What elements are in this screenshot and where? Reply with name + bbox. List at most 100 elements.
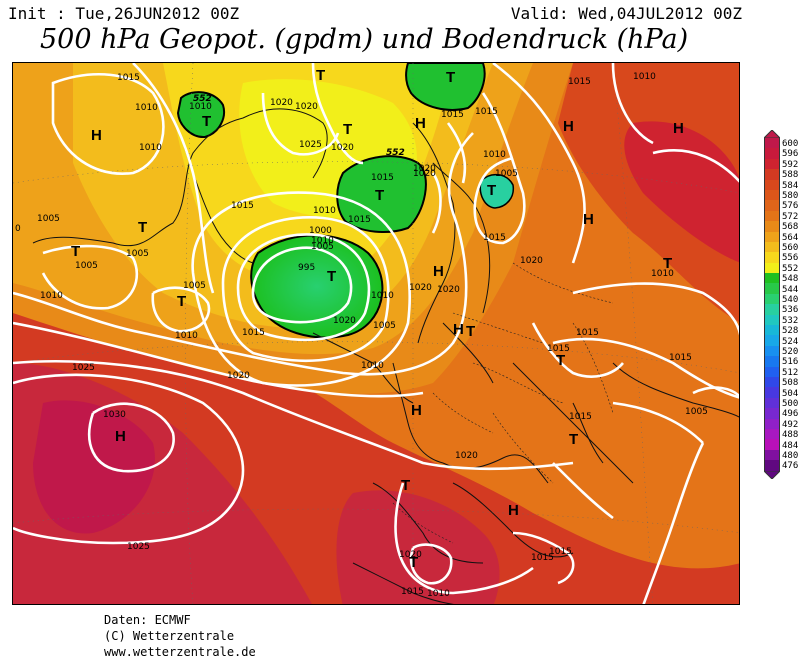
- pressure-center-label: H: [453, 321, 464, 338]
- low-green-scandinavia: [336, 155, 427, 233]
- isobar-label: 1015: [371, 173, 394, 183]
- legend-level-label: 532: [782, 315, 799, 326]
- isobar-label: 1015: [483, 233, 506, 243]
- isobar-label: 1010: [175, 331, 198, 341]
- isobar-label: 1010: [311, 236, 334, 246]
- isobar-label: 1010: [651, 269, 674, 279]
- legend-level-label: 524: [782, 336, 799, 347]
- legend-level-label: 480: [782, 451, 799, 461]
- legend-level-label: 496: [782, 409, 799, 420]
- legend-swatch: [764, 262, 780, 274]
- legend-swatch: [764, 449, 780, 461]
- map-title: 500 hPa Geopot. (gpdm) und Bodendruck (h…: [40, 24, 689, 55]
- legend-swatch: [764, 439, 780, 450]
- field-596: [33, 400, 155, 534]
- pressure-center-label: H: [673, 120, 684, 137]
- pressure-center-label: T: [202, 113, 211, 130]
- isobar-label: 1020: [455, 451, 478, 461]
- isobar-label: 1010: [371, 291, 394, 301]
- credit-website: www.wetterzentrale.de: [104, 645, 256, 659]
- legend-swatch: [764, 200, 780, 211]
- legend-swatch: [764, 335, 780, 346]
- legend-level-label: 596: [782, 149, 799, 160]
- legend-swatch: [764, 325, 780, 336]
- pressure-center-label: T: [556, 352, 565, 369]
- legend-tip-top: [764, 130, 780, 138]
- credits: Daten: ECMWF (C) Wetterzentrale www.wett…: [104, 612, 256, 660]
- credit-data-source: Daten: ECMWF: [104, 613, 191, 627]
- isobar-label: 0: [15, 224, 21, 234]
- isobar-label: 1005: [373, 321, 396, 331]
- color-legend: 600 596 592 588 584 580 576 572 568 564 560 556 552 5…: [764, 130, 798, 479]
- legend-swatch: [764, 418, 780, 429]
- legend-level-label: 520: [782, 347, 799, 357]
- legend-swatch: [764, 356, 780, 367]
- legend-level-label: 572: [782, 211, 799, 222]
- pressure-center-label: H: [583, 211, 594, 228]
- isobar-label: 1025: [72, 363, 95, 373]
- legend-level-label: 544: [782, 284, 799, 295]
- isobar-label: 1020: [399, 550, 422, 560]
- isobar-label: 1015: [549, 547, 572, 557]
- legend-swatch: [764, 387, 780, 398]
- low-green-baltic: [479, 173, 515, 209]
- isobar-label: 1020: [413, 164, 436, 174]
- isobar-labels: 1015 1010 1010 1020 1020 1025 1020 1015 …: [15, 72, 708, 599]
- isobars: [13, 63, 739, 604]
- low-green-greenland: [176, 91, 225, 139]
- legend-level-label: 584: [782, 180, 799, 191]
- valid-time: Valid: Wed,04JUL2012 00Z: [510, 4, 742, 23]
- isobar-label: 1020: [437, 285, 460, 295]
- pressure-center-label: T: [71, 243, 80, 260]
- isobar-label: 1010: [139, 143, 162, 153]
- legend-swatch: [764, 179, 780, 190]
- legend-level-label: 564: [782, 232, 799, 243]
- legend-level-label: 516: [782, 357, 799, 368]
- pressure-center-label: H: [115, 428, 126, 445]
- legend-level-label: 512: [782, 367, 799, 378]
- init-time: Init : Tue,26JUN2012 00Z: [8, 4, 240, 23]
- pressure-center-label: T: [487, 182, 496, 199]
- legend-swatch: [764, 283, 780, 294]
- legend-swatch: [764, 460, 780, 471]
- isobar-label: 1015: [531, 553, 554, 563]
- legend-swatch: [764, 428, 780, 440]
- isobar-label: 1005: [126, 249, 149, 259]
- isobar-label: 1020: [227, 371, 250, 381]
- legend-swatch: [764, 231, 780, 242]
- legend-swatch: [764, 252, 780, 263]
- legend-level-label: 488: [782, 430, 799, 441]
- pressure-center-label: T: [138, 219, 147, 236]
- isobar-label: 1005: [75, 261, 98, 271]
- isobar-label: 1015: [401, 587, 424, 597]
- isobar-label: 1015: [669, 353, 692, 363]
- isobar-label: 1010: [633, 72, 656, 82]
- legend-level-label: 580: [782, 191, 799, 201]
- geopot-label: 552: [386, 148, 405, 158]
- isobar-label: 1020: [270, 98, 293, 108]
- legend-swatch: [764, 304, 780, 315]
- legend-swatch: [764, 345, 780, 357]
- isobar-label: 1015: [576, 328, 599, 338]
- weather-map: 552 552 1015 1010 1010 1020 1020 1025 10…: [12, 62, 740, 605]
- isobar-label: 1010: [189, 102, 212, 112]
- legend-level-label: 548: [782, 274, 799, 285]
- legend-level-label: 528: [782, 326, 799, 337]
- legend-level-label: 576: [782, 201, 799, 212]
- legend-level-label: 556: [782, 253, 799, 264]
- isobar-label: 1015: [242, 328, 265, 338]
- isobar-label: 1015: [231, 201, 254, 211]
- legend-level-label: 588: [782, 170, 799, 181]
- legend-level-label: 508: [782, 378, 799, 389]
- legend-tip-bottom: [764, 470, 780, 479]
- pressure-center-label: H: [411, 402, 422, 419]
- legend-swatch: [764, 408, 780, 419]
- isobar-label: 1010: [427, 589, 450, 599]
- legend-swatch: [764, 293, 780, 305]
- isobar-label: 1010: [135, 103, 158, 113]
- legend-level-label: 476: [782, 461, 799, 472]
- borders: [392, 262, 614, 544]
- pressure-centers: H T T T H H T T T T H H T T H T H T T H …: [71, 67, 684, 571]
- pressure-center-label: H: [508, 502, 519, 519]
- legend-level-label: 600: [782, 139, 799, 149]
